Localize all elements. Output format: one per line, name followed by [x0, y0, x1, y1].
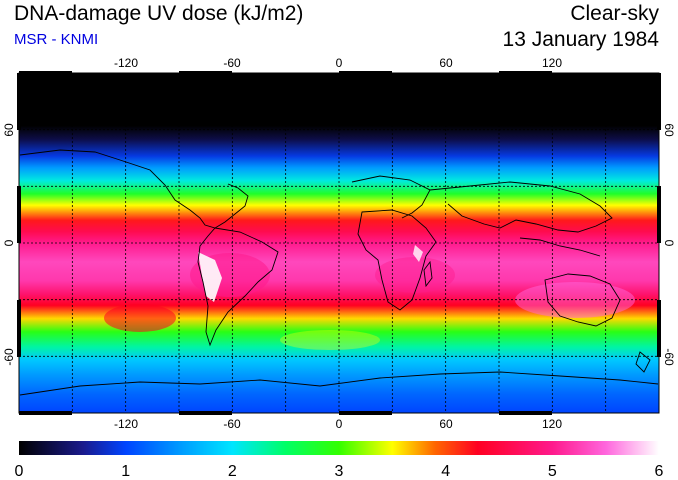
latitude-labels: 60 0 -60 60 0 -60 [2, 123, 676, 366]
bottom-tick-bar-4 [499, 411, 552, 415]
colorbar-tick-label: 6 [655, 463, 664, 480]
left-tick-bar-3 [17, 300, 21, 357]
colorbar-tick-label: 4 [441, 463, 450, 480]
east-africa-peak [413, 245, 423, 262]
right-tick-bar-1 [657, 73, 661, 130]
lon-bottom-label: 60 [439, 417, 453, 431]
lat-left-label: 0 [2, 239, 16, 246]
southern-africa-high-dose [375, 257, 455, 293]
colorbar-tick-label: 0 [15, 463, 24, 480]
left-tick-bar-1 [17, 73, 21, 130]
lon-bottom-label: -60 [223, 417, 241, 431]
top-tick-bar-4 [499, 71, 552, 75]
lat-right-label: 60 [662, 123, 676, 137]
sky-condition-label: Clear-sky [570, 2, 659, 25]
colorbar-tick-label: 2 [228, 463, 237, 480]
lat-left-label: -60 [2, 348, 16, 366]
longitude-labels: -120 -60 0 60 120 -120 -60 0 60 120 [114, 56, 562, 431]
right-tick-bar-3 [657, 300, 661, 357]
lon-top-label: 60 [439, 56, 453, 70]
lon-top-label: 0 [336, 56, 343, 70]
bottom-tick-bar-3 [339, 411, 392, 415]
top-tick-bar-3 [339, 71, 392, 75]
andes-peak-dose [198, 252, 222, 302]
frame-tick-bars [17, 71, 661, 415]
right-tick-bar-2 [657, 186, 661, 243]
lat-left-label: 60 [2, 123, 16, 137]
colorbar [19, 441, 659, 455]
coastlines [19, 149, 659, 396]
lat-right-label: -60 [662, 348, 676, 366]
map-title: DNA-damage UV dose (kJ/m2) [14, 2, 304, 25]
source-label: MSR - KNMI [14, 31, 99, 48]
madagascar-coast [423, 260, 433, 288]
left-tick-bar-2 [17, 186, 21, 243]
date-label: 13 January 1984 [502, 28, 659, 51]
colorbar-tick-label: 1 [121, 463, 130, 480]
south-atlantic-yellow-band [280, 330, 380, 350]
lon-top-label: 120 [542, 56, 562, 70]
south-pacific-red-patch [104, 304, 176, 332]
top-tick-bar-2 [179, 71, 232, 75]
bottom-tick-bar-2 [179, 411, 232, 415]
top-tick-bar-1 [19, 71, 72, 75]
south-america-coast [197, 227, 279, 347]
colorbar-tick-labels: 0 1 2 3 4 5 6 [15, 463, 664, 480]
asia-coast [429, 181, 613, 233]
indonesia-coast [519, 237, 601, 257]
antarctica-coast [19, 371, 659, 396]
north-america-coast [19, 149, 249, 229]
graticule [19, 73, 659, 413]
new-zealand-coast [635, 351, 651, 373]
bottom-tick-bar-1 [19, 411, 72, 415]
lon-bottom-label: 0 [336, 417, 343, 431]
australia-coast [544, 273, 621, 327]
lon-top-label: -120 [114, 56, 138, 70]
lon-top-label: -60 [223, 56, 241, 70]
colorbar-tick-label: 3 [335, 463, 344, 480]
lat-right-label: 0 [662, 240, 676, 247]
map-field [19, 73, 659, 413]
colorbar-tick-label: 5 [548, 463, 557, 480]
lon-bottom-label: 120 [542, 417, 562, 431]
lon-bottom-label: -120 [114, 417, 138, 431]
